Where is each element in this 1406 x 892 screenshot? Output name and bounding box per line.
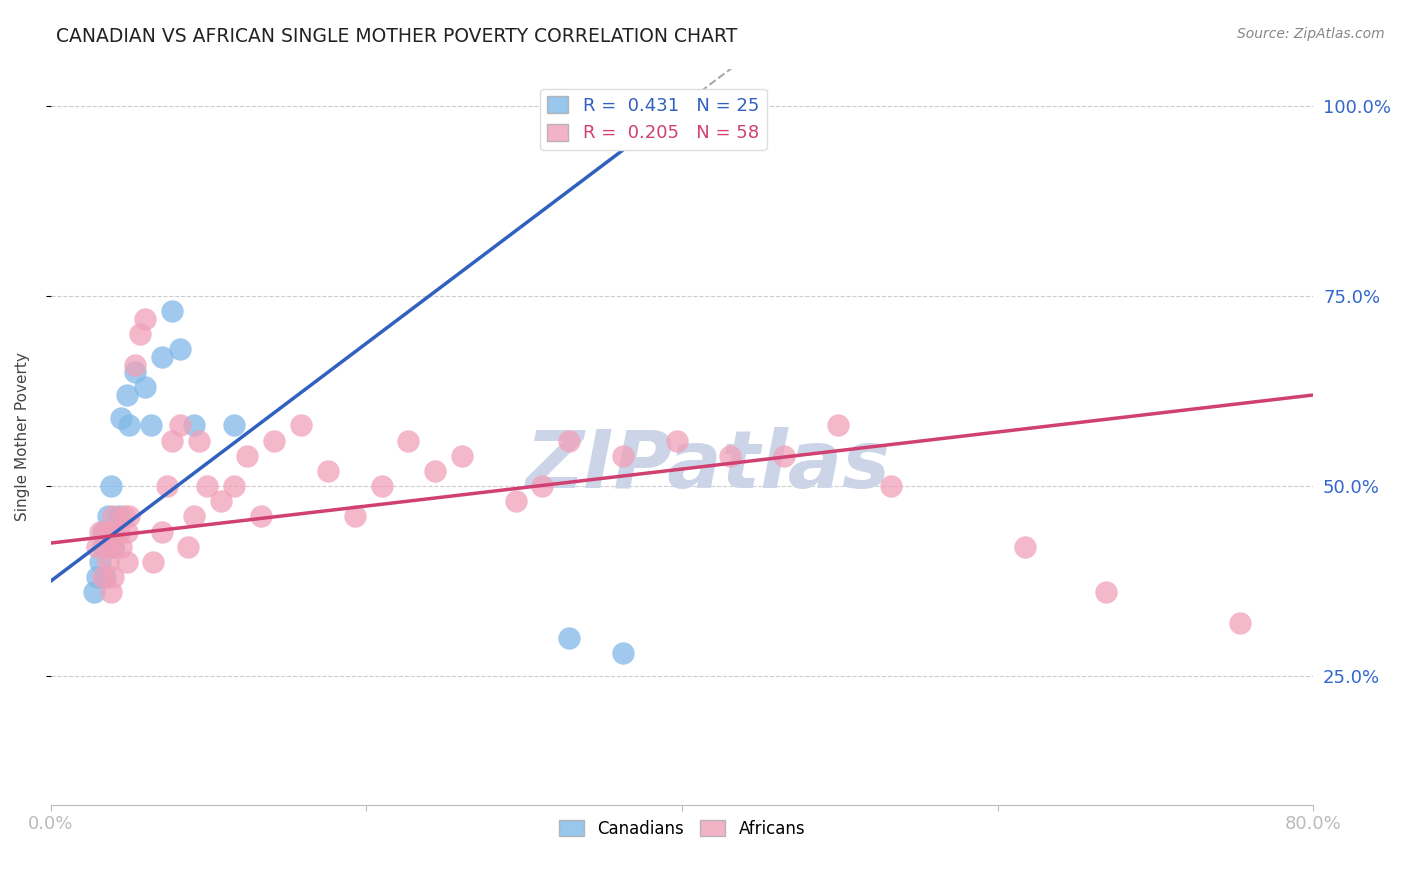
- Point: [260, 449, 283, 463]
- Point: [134, 449, 156, 463]
- Point: [718, 615, 741, 630]
- Point: [79, 555, 101, 569]
- Text: Source: ZipAtlas.com: Source: ZipAtlas.com: [1237, 27, 1385, 41]
- Point: [592, 540, 614, 554]
- Point: [51, 540, 73, 554]
- Point: [292, 494, 315, 508]
- Point: [84, 350, 107, 364]
- Point: [90, 434, 112, 448]
- Point: [65, 509, 87, 524]
- Point: [52, 533, 75, 547]
- Point: [1223, 99, 1246, 113]
- Legend: Canadians, Africans: Canadians, Africans: [553, 814, 813, 845]
- Point: [63, 388, 86, 402]
- Point: [55, 524, 77, 539]
- Point: [75, 312, 97, 326]
- Point: [67, 365, 90, 379]
- Point: [62, 509, 84, 524]
- Point: [84, 524, 107, 539]
- Point: [481, 418, 503, 433]
- Point: [45, 585, 67, 599]
- Text: ZIPatlas: ZIPatlas: [524, 427, 890, 505]
- Point: [127, 418, 149, 433]
- Point: [308, 479, 330, 493]
- Point: [49, 570, 72, 584]
- Point: [53, 585, 76, 599]
- Point: [46, 570, 69, 584]
- Point: [67, 358, 90, 372]
- Point: [150, 434, 173, 448]
- Point: [60, 410, 83, 425]
- Point: [55, 540, 77, 554]
- Point: [53, 524, 76, 539]
- Point: [49, 524, 72, 539]
- Point: [323, 631, 346, 645]
- Point: [828, 631, 851, 645]
- Point: [51, 570, 73, 584]
- Point: [907, 706, 929, 721]
- Point: [323, 434, 346, 448]
- Point: [60, 540, 83, 554]
- Point: [356, 646, 378, 660]
- Point: [1144, 722, 1167, 736]
- Point: [87, 479, 110, 493]
- Point: [55, 570, 77, 584]
- Point: [65, 418, 87, 433]
- Y-axis label: Single Mother Poverty: Single Mother Poverty: [15, 352, 30, 521]
- Point: [59, 524, 82, 539]
- Point: [387, 434, 409, 448]
- Point: [63, 555, 86, 569]
- Point: [103, 509, 125, 524]
- Point: [103, 418, 125, 433]
- Point: [51, 524, 73, 539]
- Point: [94, 343, 117, 357]
- Point: [118, 494, 141, 508]
- Point: [419, 449, 441, 463]
- Point: [49, 540, 72, 554]
- Point: [356, 449, 378, 463]
- Point: [100, 540, 122, 554]
- Point: [46, 540, 69, 554]
- Point: [127, 479, 149, 493]
- Point: [53, 479, 76, 493]
- Point: [55, 509, 77, 524]
- Point: [166, 418, 188, 433]
- Point: [52, 555, 75, 569]
- Text: CANADIAN VS AFRICAN SINGLE MOTHER POVERTY CORRELATION CHART: CANADIAN VS AFRICAN SINGLE MOTHER POVERT…: [56, 27, 738, 45]
- Point: [513, 479, 536, 493]
- Point: [229, 434, 252, 448]
- Point: [197, 509, 219, 524]
- Point: [52, 509, 75, 524]
- Point: [111, 479, 134, 493]
- Point: [214, 479, 236, 493]
- Point: [77, 418, 100, 433]
- Point: [640, 585, 662, 599]
- Point: [63, 524, 86, 539]
- Point: [245, 464, 267, 478]
- Point: [55, 540, 77, 554]
- Point: [48, 524, 70, 539]
- Point: [90, 304, 112, 318]
- Point: [450, 449, 472, 463]
- Point: [181, 464, 204, 478]
- Point: [105, 434, 128, 448]
- Point: [48, 555, 70, 569]
- Point: [1018, 585, 1040, 599]
- Point: [75, 380, 97, 394]
- Point: [72, 327, 94, 342]
- Point: [94, 418, 117, 433]
- Point: [59, 509, 82, 524]
- Point: [142, 509, 165, 524]
